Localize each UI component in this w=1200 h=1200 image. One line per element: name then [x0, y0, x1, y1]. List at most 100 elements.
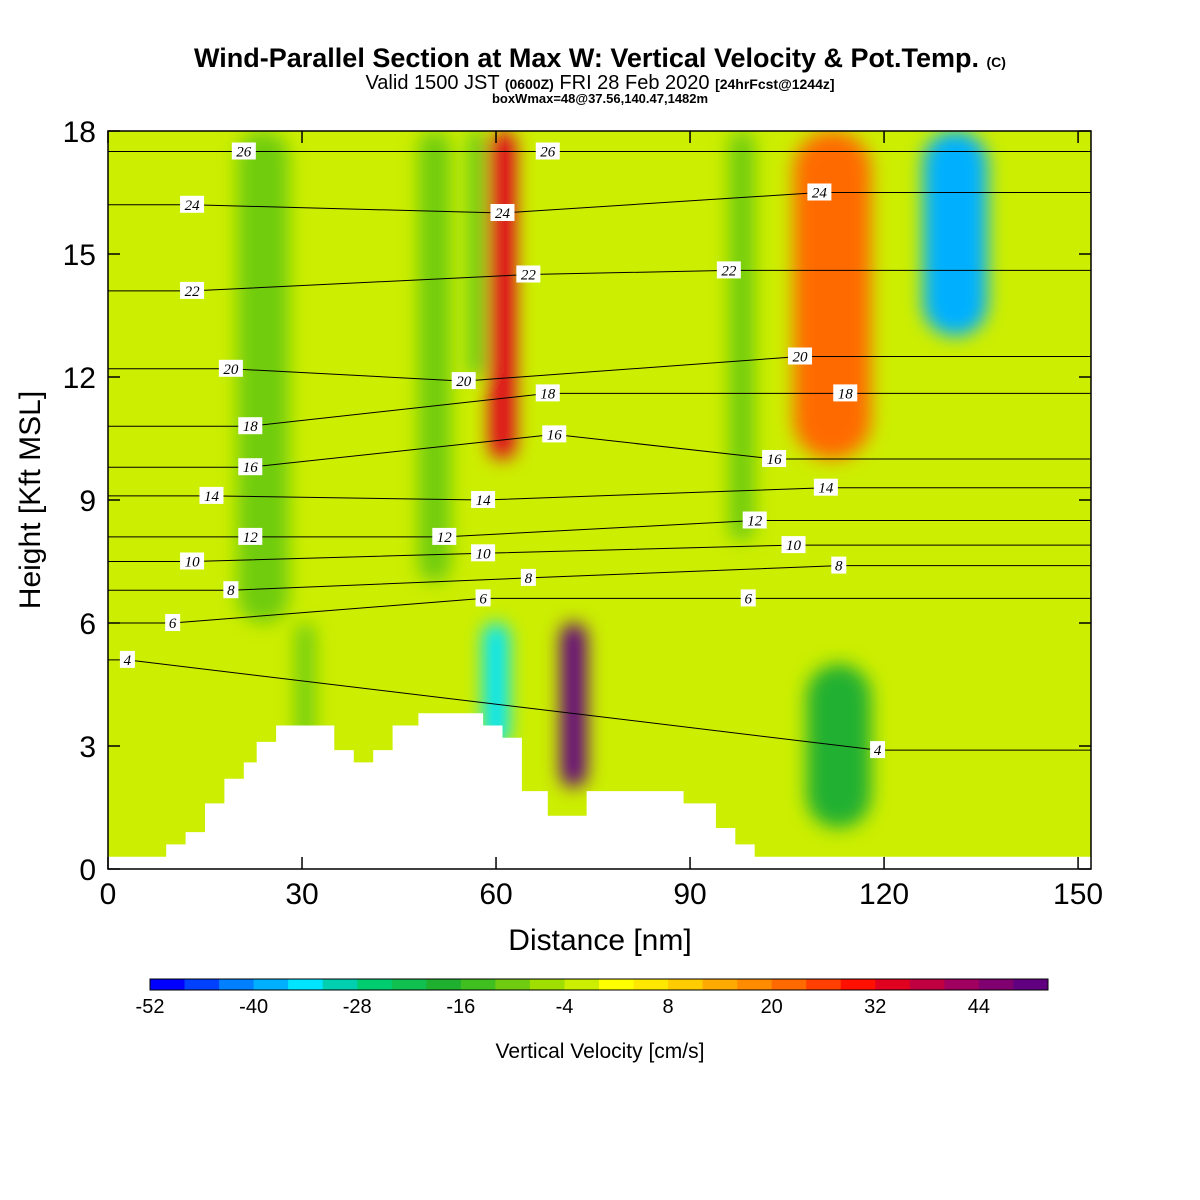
theta-label-bg: [520, 568, 536, 586]
velocity-band: [793, 131, 872, 459]
theta-label-text: 4: [124, 653, 132, 669]
theta-label: 12: [432, 527, 457, 546]
colorbar-swatch: [357, 979, 393, 990]
colorbar-tick-label: -28: [343, 996, 372, 1018]
theta-label-bg: [542, 425, 567, 443]
theta-label-bg: [238, 458, 263, 476]
theta-label: 14: [813, 478, 838, 497]
colorbar-swatch: [150, 979, 186, 990]
theta-label-bg: [432, 527, 457, 545]
x-axis-label: Distance [nm]: [508, 924, 691, 957]
colorbar-tick-label: -4: [556, 996, 574, 1018]
theta-label-text: 6: [479, 591, 487, 607]
theta-label-text: 14: [476, 493, 492, 509]
colorbar-swatch: [495, 979, 531, 990]
theta-label-bg: [471, 544, 496, 562]
chart-title: Wind-Parallel Section at Max W: Vertical…: [194, 43, 1006, 73]
colorbar-tick-label: -16: [446, 996, 475, 1018]
theta-label-bg: [870, 741, 886, 759]
theta-label: 8: [223, 581, 239, 599]
theta-label-text: 6: [744, 591, 752, 607]
colorbar-swatch: [668, 979, 704, 990]
y-tick-label: 18: [63, 116, 96, 149]
theta-label-text: 10: [185, 555, 201, 571]
theta-label-bg: [740, 589, 756, 607]
theta-label-bg: [475, 589, 491, 607]
theta-label-text: 24: [812, 186, 828, 202]
theta-label-text: 14: [204, 489, 220, 505]
theta-label-bg: [451, 372, 476, 390]
colorbar-swatch: [737, 979, 773, 990]
colorbar-swatch: [944, 979, 980, 990]
colorbar-swatch: [322, 979, 358, 990]
colorbar-label: Vertical Velocity [cm/s]: [496, 1040, 705, 1063]
theta-label: 8: [831, 556, 847, 575]
boxmax-note: boxWmax=48@37.56,140.47,1482m: [491, 91, 709, 106]
theta-label-bg: [716, 261, 741, 279]
theta-label-bg: [787, 347, 812, 365]
y-axis-label: Height [Kft MSL]: [14, 391, 47, 609]
theta-label: 12: [238, 527, 263, 546]
x-tick-label: 30: [285, 878, 318, 911]
theta-label-bg: [781, 536, 806, 554]
velocity-band: [470, 131, 484, 377]
theta-label: 22: [716, 261, 741, 279]
theta-label: 6: [740, 589, 756, 607]
theta-label-bg: [180, 281, 205, 299]
theta-label-text: 6: [169, 616, 177, 632]
colorbar-swatch: [806, 979, 842, 990]
theta-label: 14: [471, 491, 496, 509]
theta-label: 18: [833, 384, 858, 402]
theta-label-text: 18: [243, 419, 259, 435]
velocity-band: [806, 664, 872, 828]
theta-label: 18: [238, 417, 263, 435]
theta-label-text: 12: [243, 530, 259, 546]
theta-label: 4: [870, 741, 886, 759]
theta-label: 18: [535, 384, 560, 402]
colorbar-swatch: [564, 979, 600, 990]
colorbar: -52 -40 -28 -16 -4 8 20 32 44: [136, 978, 1049, 1018]
theta-label-text: 22: [521, 268, 537, 284]
colorbar-swatch: [702, 979, 738, 990]
theta-label-bg: [238, 417, 263, 435]
colorbar-swatch: [840, 979, 876, 990]
colorbar-swatch: [771, 979, 807, 990]
theta-label: 24: [807, 183, 832, 202]
theta-label-text: 10: [476, 546, 492, 562]
y-tick-label: 3: [79, 731, 96, 764]
colorbar-swatch: [529, 979, 565, 990]
theta-label-bg: [535, 142, 560, 160]
theta-label: 26: [231, 142, 256, 161]
x-tick-label: 0: [100, 878, 117, 911]
theta-label: 12: [742, 511, 767, 530]
theta-label-bg: [165, 614, 181, 631]
theta-label-bg: [180, 552, 205, 570]
theta-label-text: 24: [495, 206, 511, 222]
theta-label-text: 20: [223, 362, 239, 378]
theta-label-text: 18: [540, 386, 556, 402]
axes: 0 30 60 90 120 150 0 3 6 9 12 15 18: [63, 116, 1103, 911]
theta-label-bg: [813, 478, 838, 496]
theta-label-bg: [231, 142, 256, 160]
velocity-band: [237, 131, 290, 623]
theta-contour-4: [108, 659, 1091, 751]
theta-label-bg: [119, 650, 135, 668]
theta-labels: 26 26 24 24 24 22 22 22 20 20 20 18 18 18 16 16 16 14 14 14…: [119, 142, 886, 759]
theta-label-bg: [831, 556, 847, 574]
theta-label: 22: [180, 281, 205, 300]
colorbar-swatch: [253, 979, 289, 990]
colorbar-swatch: [288, 979, 324, 990]
colorbar-swatch: [978, 979, 1014, 990]
theta-label-bg: [490, 204, 515, 221]
colorbar-swatch: [184, 979, 220, 990]
theta-label-bg: [180, 195, 205, 213]
theta-label: 22: [516, 265, 541, 284]
velocity-field: [237, 131, 988, 869]
y-tick-label: 6: [79, 608, 96, 641]
theta-label-bg: [238, 527, 263, 545]
velocity-band: [489, 131, 516, 459]
colorbar-swatch: [875, 979, 911, 990]
theta-label-text: 8: [525, 571, 533, 587]
x-tick-label: 150: [1053, 878, 1103, 911]
